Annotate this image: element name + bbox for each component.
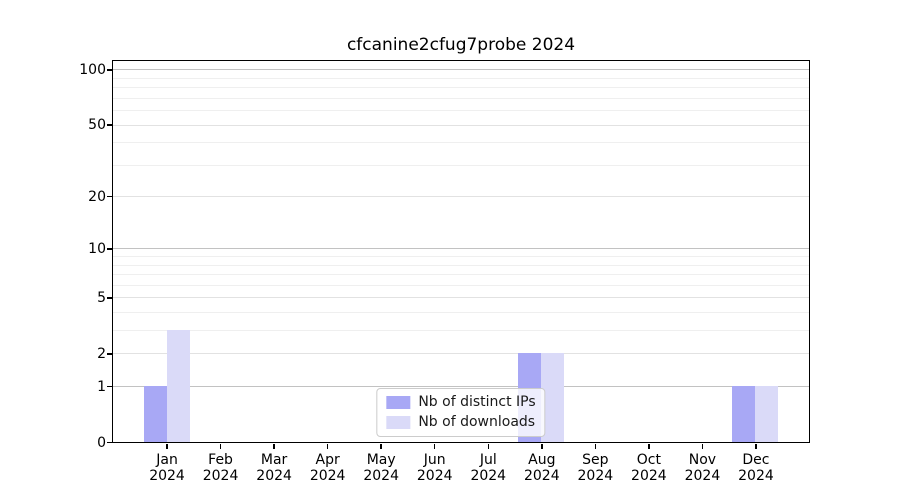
x-tick-mark-may [380,444,382,449]
x-tick-label-jun: Jun 2024 [416,451,453,484]
gridline-y-20 [113,196,809,198]
x-tick-mark-dec [755,444,757,449]
x-tick-mark-apr [326,444,329,449]
gridline-y-100 [113,69,809,71]
y-tick-label-1: 1 [97,378,106,395]
bar-distinct-ips-dec [732,386,756,442]
legend-swatch-downloads [386,416,411,429]
legend-item-distinct-ips: Nb of distinct IPs [386,394,536,410]
y-tick-mark-1 [107,385,112,388]
x-tick-label-apr: Apr 2024 [309,451,346,484]
gridline-y-6 [113,284,809,286]
gridline-y-40 [113,142,809,144]
y-tick-label-50: 50 [88,117,106,134]
x-tick-label-feb: Feb 2024 [202,451,239,484]
y-tick-label-0: 0 [97,434,106,451]
chart-title: cfcanine2cfug7probe 2024 [346,35,576,55]
y-tick-label-20: 20 [88,188,106,205]
y-tick-mark-10 [107,248,112,250]
plot-area-inner: Nb of distinct IPs Nb of downloads [113,61,809,442]
legend-label-downloads: Nb of downloads [418,414,536,430]
gridline-y-9 [113,256,809,258]
gridline-y-8 [113,264,809,266]
x-tick-label-mar: Mar 2024 [256,451,292,484]
plot-area: Nb of distinct IPs Nb of downloads [112,60,810,443]
gridline-y-80 [113,87,809,89]
x-tick-mark-mar [273,444,275,449]
legend-swatch-distinct-ips [386,396,411,409]
x-tick-mark-jun [433,444,436,449]
x-tick-label-nov: Nov 2024 [684,451,721,484]
x-tick-mark-nov [701,444,704,449]
y-tick-mark-100 [107,69,112,71]
x-tick-label-dec: Dec 2024 [738,451,774,484]
gridline-y-30 [113,164,809,166]
y-tick-mark-0 [107,441,112,444]
x-tick-mark-jul [487,444,490,449]
gridline-y-60 [113,110,809,112]
x-tick-mark-oct [648,444,650,449]
gridline-y-5 [113,297,809,299]
y-tick-mark-2 [107,353,112,355]
gridline-y-7 [113,274,809,276]
y-tick-label-2: 2 [97,345,106,362]
gridline-y-3 [113,330,809,332]
y-tick-mark-20 [107,195,112,198]
x-tick-mark-aug [541,444,543,449]
bar-downloads-dec [755,386,779,442]
bar-downloads-aug [541,353,565,442]
x-tick-mark-jan [166,444,168,449]
y-tick-label-100: 100 [79,61,106,78]
y-tick-mark-5 [107,297,112,299]
legend-item-downloads: Nb of downloads [386,415,535,430]
x-tick-label-oct: Oct 2024 [631,451,667,484]
y-tick-label-5: 5 [97,289,106,306]
x-tick-label-may: May 2024 [363,451,399,484]
gridline-y-1 [113,386,809,388]
y-tick-mark-50 [107,124,112,126]
gridline-y-10 [113,248,809,250]
x-tick-mark-feb [219,444,222,449]
bar-distinct-ips-jan [143,386,167,442]
x-tick-mark-sep [594,444,597,449]
x-tick-label-jan: Jan 2024 [149,451,185,484]
x-tick-label-sep: Sep 2024 [577,451,614,484]
gridline-y-2 [113,353,809,355]
legend: Nb of distinct IPs Nb of downloads [376,388,546,437]
x-tick-label-aug: Aug 2024 [523,451,560,484]
x-tick-label-jul: Jul 2024 [470,451,507,484]
y-tick-label-10: 10 [88,240,106,257]
gridline-y-50 [113,124,809,126]
bar-downloads-jan [166,330,190,442]
gridline-y-90 [113,77,809,79]
gridline-y-70 [113,97,809,99]
gridline-y-4 [113,312,809,314]
legend-label-distinct-ips: Nb of distinct IPs [418,394,536,410]
